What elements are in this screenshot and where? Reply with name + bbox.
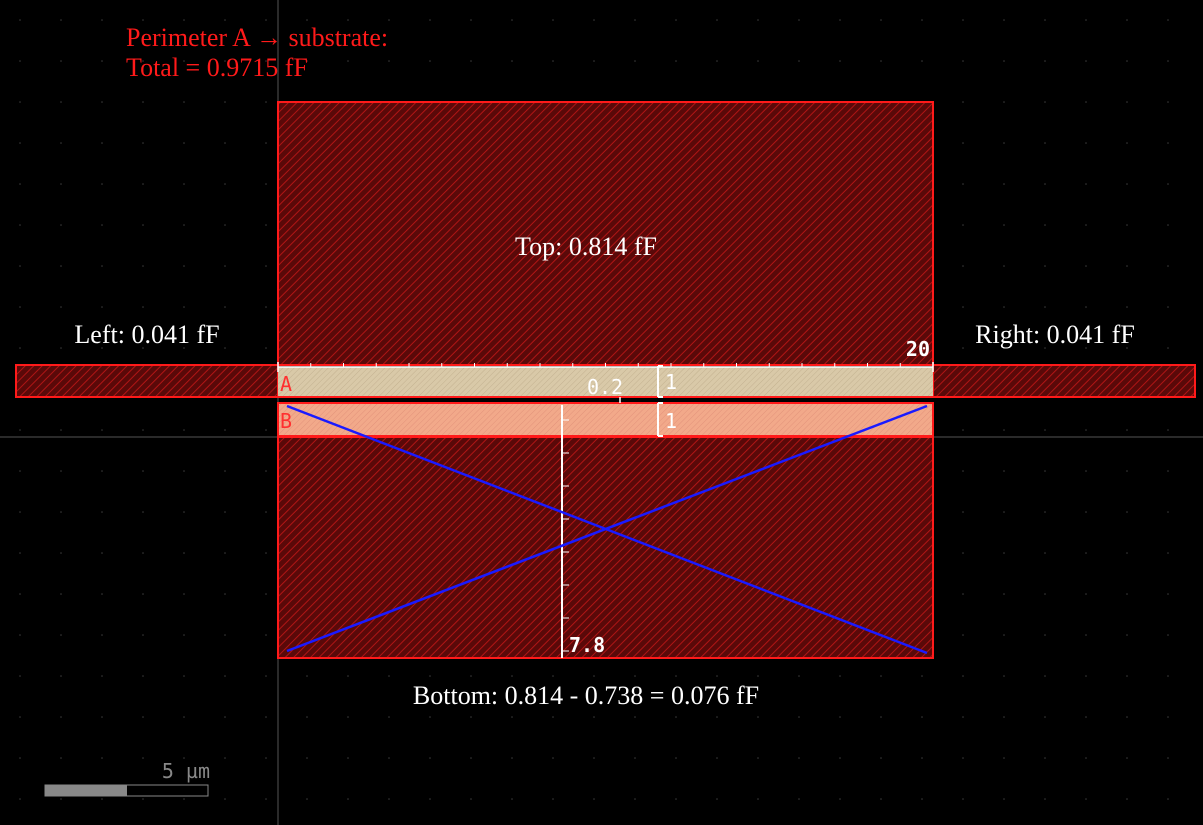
dimension-depth-label: 7.8: [569, 633, 605, 657]
scale-bar: [44, 784, 209, 797]
region-bottom: [277, 436, 934, 659]
width-dimension-ticks: [277, 363, 934, 367]
height-dimension-a: [657, 365, 663, 398]
title-line-1: Perimeter A → substrate:: [126, 23, 388, 52]
conductor-b: [277, 402, 934, 437]
dimension-width-label: 20: [906, 337, 930, 361]
region-right: [932, 364, 1196, 398]
region-top: [277, 101, 934, 366]
label-left: Left: 0.041 fF: [74, 320, 219, 349]
conductor-b-label: B: [280, 409, 292, 433]
label-bottom: Bottom: 0.814 - 0.738 = 0.076 fF: [413, 681, 759, 710]
height-dimension-b: [657, 402, 663, 437]
label-right: Right: 0.041 fF: [975, 320, 1135, 349]
conductor-a: [278, 367, 933, 397]
scale-bar-label: 5 µm: [162, 759, 210, 783]
dimension-a-height-label: 1: [665, 370, 677, 394]
region-left: [15, 364, 279, 398]
conductor-a-label: A: [280, 372, 292, 396]
dimension-gap-label: 0.2: [587, 375, 623, 399]
title-line-2: Total = 0.9715 fF: [126, 53, 308, 82]
label-top: Top: 0.814 fF: [515, 232, 657, 261]
cross-line-ascending: [286, 404, 928, 653]
dimension-b-height-label: 1: [665, 409, 677, 433]
depth-dimension-ticks: [562, 419, 569, 652]
